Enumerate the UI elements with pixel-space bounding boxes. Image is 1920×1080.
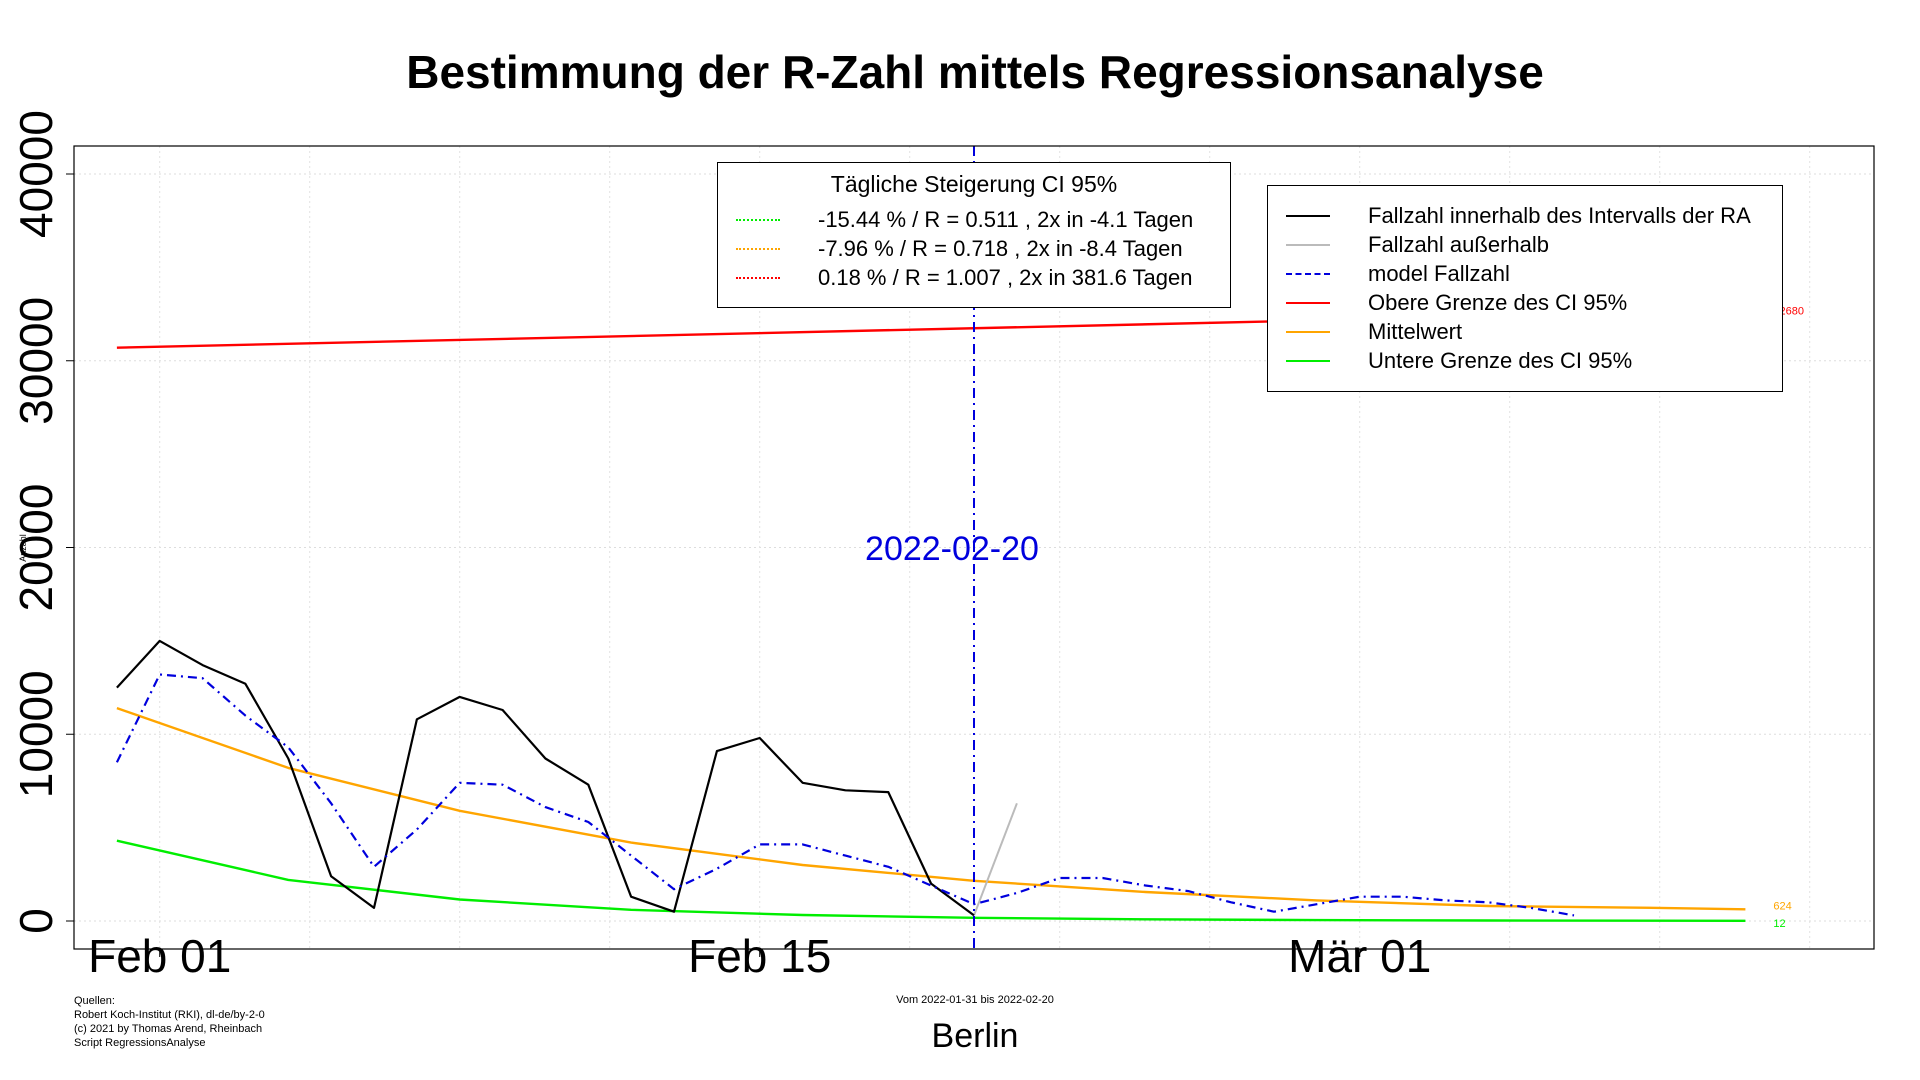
series-legend-label: model Fallzahl xyxy=(1368,260,1510,286)
series-legend-label: Fallzahl außerhalb xyxy=(1368,231,1549,257)
y-tick-label: 10000 xyxy=(10,670,62,798)
date-range-caption: Vom 2022-01-31 bis 2022-02-20 xyxy=(896,994,1054,1006)
mean-line xyxy=(116,706,1746,911)
ci-legend-green-sample xyxy=(736,218,780,221)
y-tick-label: 30000 xyxy=(10,297,62,425)
y-axis-label: Anzahl xyxy=(18,534,28,562)
series-legend-row: Fallzahl außerhalb xyxy=(1268,230,1549,259)
ci-legend-red-sample xyxy=(736,276,780,279)
model-line xyxy=(115,673,1575,917)
series-legend-sample xyxy=(1286,272,1330,275)
series-legend-label: Obere Grenze des CI 95% xyxy=(1368,289,1628,315)
y-tick-label: 0 xyxy=(10,908,62,934)
series-legend-sample xyxy=(1286,330,1330,333)
ci-legend-row: 0.18 % / R = 1.007 , 2x in 381.6 Tagen xyxy=(718,263,1192,292)
series-legend-row: Untere Grenze des CI 95% xyxy=(1268,346,1632,375)
series-legend-sample xyxy=(1286,359,1330,362)
series-legend-row: model Fallzahl xyxy=(1268,259,1510,288)
source-line-2: Robert Koch-Institut (RKI), dl-de/by-2-0 xyxy=(74,1009,265,1021)
cases-line xyxy=(116,639,975,917)
ci-legend-row: -7.96 % / R = 0.718 , 2x in -8.4 Tagen xyxy=(718,234,1183,263)
ci-legend-row: -15.44 % / R = 0.511 , 2x in -4.1 Tagen xyxy=(718,205,1193,234)
series-legend-row: Fallzahl innerhalb des Intervalls der RA xyxy=(1268,201,1751,230)
end-value-label: 12 xyxy=(1773,918,1785,930)
source-line-1: Quellen: xyxy=(74,995,115,1007)
cases-outside-line xyxy=(973,802,1018,916)
lower-ci-line xyxy=(116,839,1746,922)
end-value-label: 624 xyxy=(1773,900,1791,912)
ci-legend-orange-sample xyxy=(736,247,780,250)
series-legend-label: Fallzahl innerhalb des Intervalls der RA xyxy=(1368,202,1751,228)
series-legend-label: Mittelwert xyxy=(1368,318,1463,344)
ci-legend-label: -15.44 % / R = 0.511 , 2x in -4.1 Tagen xyxy=(818,206,1194,232)
y-axis: 0 10000 20000 30000 40000 xyxy=(10,110,74,934)
x-tick-label: Mär 01 xyxy=(1288,930,1431,982)
series-legend: Fallzahl innerhalb des Intervalls der RA… xyxy=(1267,185,1783,392)
x-tick-label: Feb 01 xyxy=(88,930,231,982)
ci-legend: Tägliche Steigerung CI 95% -15.44 % / R … xyxy=(717,162,1231,308)
x-axis: Feb 01 Feb 15 Mär 01 xyxy=(88,930,1431,982)
y-tick-label: 20000 xyxy=(10,484,62,612)
marker-date-label: 2022-02-20 xyxy=(865,530,1039,568)
series-legend-row: Obere Grenze des CI 95% xyxy=(1268,288,1627,317)
source-line-3: (c) 2021 by Thomas Arend, Rheinbach xyxy=(74,1023,262,1035)
ci-legend-label: 0.18 % / R = 1.007 , 2x in 381.6 Tagen xyxy=(818,264,1193,290)
y-tick-label: 40000 xyxy=(10,110,62,238)
chart-title: Bestimmung der R-Zahl mittels Regression… xyxy=(406,46,1544,98)
series-legend-sample xyxy=(1286,214,1330,217)
ci-legend-label: -7.96 % / R = 0.718 , 2x in -8.4 Tagen xyxy=(818,235,1183,261)
x-axis-label: Berlin xyxy=(932,1017,1019,1055)
series-legend-label: Untere Grenze des CI 95% xyxy=(1368,347,1633,373)
ci-legend-title: Tägliche Steigerung CI 95% xyxy=(830,171,1118,197)
x-tick-label: Feb 15 xyxy=(688,930,831,982)
series-legend-sample xyxy=(1286,243,1330,246)
source-line-4: Script RegressionsAnalyse xyxy=(74,1037,205,1049)
series-legend-row: Mittelwert xyxy=(1268,317,1462,346)
series-legend-sample xyxy=(1286,301,1330,304)
